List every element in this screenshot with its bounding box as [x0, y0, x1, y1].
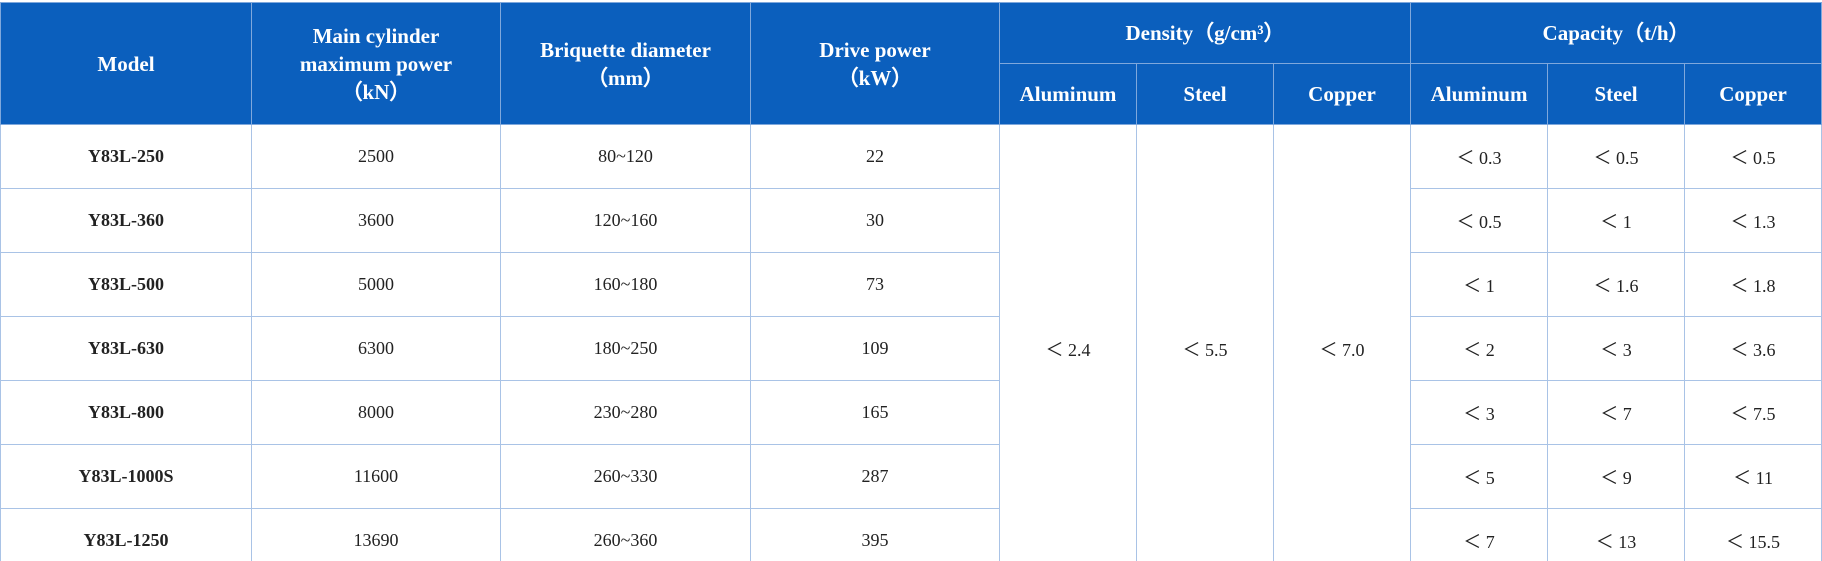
- header-line: （mm）: [587, 65, 664, 90]
- table-cell: ＜ 1.6: [1547, 252, 1686, 317]
- table-cell: ＜ 5: [1410, 444, 1549, 509]
- table-cell: Y83L-630: [0, 316, 252, 381]
- table-header: Model Main cylinder maximum power （kN） Bri…: [0, 2, 1822, 125]
- header-cell: Aluminum: [1410, 63, 1549, 125]
- table-cell: 6300: [251, 316, 501, 381]
- header-row: Aluminum Steel Copper Aluminum Steel Copper: [1, 63, 1822, 125]
- table-cell: Y83L-250: [0, 124, 252, 189]
- table-cell: 287: [750, 444, 1000, 509]
- table-cell: 165: [750, 380, 1000, 445]
- table-cell: 230~280: [500, 380, 751, 445]
- table-cell: 160~180: [500, 252, 751, 317]
- table-cell: ＜ 2.4: [999, 124, 1137, 561]
- table-cell: 260~330: [500, 444, 751, 509]
- header-line: maximum power: [299, 51, 453, 76]
- table-cell: ＜ 5.5: [1136, 124, 1274, 561]
- table-cell: Y83L-1000S: [0, 444, 252, 509]
- table-cell: 73: [750, 252, 1000, 317]
- table-cell: ＜ 1: [1547, 188, 1686, 253]
- table-cell: ＜ 1: [1410, 252, 1549, 317]
- table-cell: ＜ 13: [1547, 508, 1686, 561]
- table-cell: ＜ 9: [1547, 444, 1686, 509]
- table-row: Y83L-1250 13690 260~360 395 ＜ 7 ＜ 13 ＜ 15.5: [0, 508, 1822, 561]
- header-cell: Copper: [1272, 63, 1412, 125]
- header-cell: Briquette diameter （mm）: [500, 2, 751, 125]
- header-cell: Steel: [1547, 63, 1686, 125]
- table-cell: 395: [750, 508, 1000, 561]
- header-line: Briquette diameter: [540, 37, 711, 62]
- header-line: （kN）: [341, 79, 411, 104]
- table-cell: ＜ 3: [1410, 380, 1549, 445]
- header-cell: Model: [0, 2, 252, 125]
- header-cell: Steel: [1136, 63, 1274, 125]
- table-cell: 8000: [251, 380, 501, 445]
- table-row: Y83L-800 8000 230~280 165 ＜ 3 ＜ 7 ＜ 7.5: [0, 380, 1822, 445]
- table-cell: 180~250: [500, 316, 751, 381]
- table-cell: ＜ 7: [1410, 508, 1549, 561]
- header-cell: Capacity（t/h）: [1410, 2, 1822, 64]
- table-cell: ＜ 2: [1410, 316, 1549, 381]
- table-row: Y83L-360 3600 120~160 30 ＜ 0.5 ＜ 1 ＜ 1.3: [0, 188, 1822, 253]
- table-cell: 2500: [251, 124, 501, 189]
- table-row: Y83L-630 6300 180~250 109 ＜ 2 ＜ 3 ＜ 3.6: [0, 316, 1822, 381]
- table-row: Y83L-1000S 11600 260~330 287 ＜ 5 ＜ 9 ＜ 11: [0, 444, 1822, 509]
- table-body: Y83L-250 2500 80~120 22 ＜ 2.4 ＜ 5.5 ＜ 7.0 ＜ 0.3…: [0, 124, 1822, 561]
- table-cell: 120~160: [500, 188, 751, 253]
- table-cell: ＜ 0.5: [1547, 124, 1686, 189]
- table-cell: Y83L-800: [0, 380, 252, 445]
- table-cell: Y83L-500: [0, 252, 252, 317]
- table-cell: 30: [750, 188, 1000, 253]
- table-cell: ＜ 3.6: [1684, 316, 1822, 381]
- table-cell: 3600: [251, 188, 501, 253]
- table-cell: ＜ 11: [1684, 444, 1822, 509]
- table-cell: ＜ 0.5: [1410, 188, 1549, 253]
- table-cell: 109: [750, 316, 1000, 381]
- header-line: Drive power: [819, 37, 931, 62]
- header-cell: Copper: [1684, 63, 1822, 125]
- header-row: Model Main cylinder maximum power （kN） Bri…: [0, 2, 1822, 125]
- table-cell: ＜ 1.8: [1684, 252, 1822, 317]
- header-cell: Density（g/cm³）: [998, 2, 1412, 64]
- table-cell: ＜ 3: [1547, 316, 1686, 381]
- table-cell: ＜ 7.5: [1684, 380, 1822, 445]
- table-row: Y83L-500 5000 160~180 73 ＜ 1 ＜ 1.6 ＜ 1.8: [0, 252, 1822, 317]
- table-cell: ＜ 1.3: [1684, 188, 1822, 253]
- table-cell: 22: [750, 124, 1000, 189]
- table-cell: ＜ 0.3: [1410, 124, 1549, 189]
- header-cell: Main cylinder maximum power （kN）: [251, 2, 501, 125]
- header-line: Main cylinder: [312, 23, 440, 48]
- table-cell: Y83L-1250: [0, 508, 252, 561]
- header-cell: Drive power （kW）: [750, 2, 1000, 125]
- table-row: Y83L-250 2500 80~120 22 ＜ 2.4 ＜ 5.5 ＜ 7.0 ＜ 0.3…: [0, 124, 1822, 561]
- table-cell: ＜ 7: [1547, 380, 1686, 445]
- table-cell: ＜ 7.0: [1272, 124, 1412, 561]
- table-cell: 13690: [251, 508, 501, 561]
- header-line: （kW）: [837, 65, 913, 90]
- table-cell: 11600: [251, 444, 501, 509]
- table-cell: 80~120: [500, 124, 751, 189]
- table-cell: 260~360: [500, 508, 751, 561]
- table-cell: 5000: [251, 252, 501, 317]
- header-cell: Aluminum: [999, 63, 1137, 125]
- table-cell: ＜ 0.5: [1684, 124, 1822, 189]
- table-cell: ＜ 15.5: [1684, 508, 1822, 561]
- table-cell: Y83L-360: [0, 188, 252, 253]
